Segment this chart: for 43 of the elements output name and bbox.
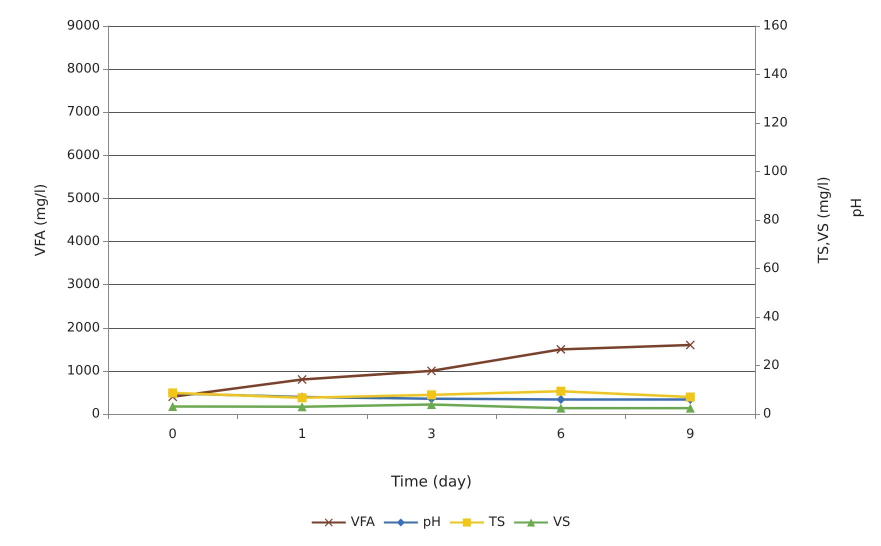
point [168,402,178,411]
point [298,402,307,412]
y-axis-title: VFA (mg/l) [33,184,49,256]
y2-tick-label: 60 [763,261,780,276]
x-tick-label: 0 [168,427,177,442]
y2-tick-label: 0 [763,406,772,422]
x-axis-title: Time (day) [390,472,472,490]
text: pH [849,198,865,218]
point [298,375,307,384]
x-tick-label: 1 [298,427,306,442]
x-tick-label: 9 [686,427,694,442]
y-tick-label: 4000 [66,234,100,250]
y-tick-label: 5000 [66,190,100,206]
y2-tick-label: 20 [763,358,780,373]
point [556,386,566,396]
point [686,340,695,350]
legend-label: TS [488,515,506,530]
y2-tick-label: 40 [763,310,780,324]
legend-label: VFA [350,515,375,530]
y2-tick-label: 160 [763,18,788,34]
y-tick-label: 6000 [66,148,100,163]
point [686,404,695,413]
y2-axis-title: TS,VS (mg/l) [816,176,832,264]
point [556,404,566,413]
point [556,344,566,354]
legend-label: pH [422,515,441,530]
x-tick-label: 3 [427,427,436,442]
y-tick-label: 3000 [66,277,100,292]
y-tick-label: 8000 [66,62,100,77]
y2-tick-label: 120 [763,116,788,130]
y-tick-label: 7000 [66,104,100,120]
point [427,400,436,410]
y-tick-label: 0 [92,406,100,422]
legend-label: VS [553,515,570,530]
y2-tick-label: 80 [763,212,780,228]
x-tick-label: 6 [556,427,566,442]
y2-tick-label: 140 [763,67,788,82]
y-tick-label: 9000 [66,18,100,34]
y-tick-label: 2000 [66,320,100,336]
point [427,366,436,376]
y2-tick-label: 100 [763,164,788,179]
point [427,390,436,400]
y-tick-label: 1000 [66,363,100,378]
